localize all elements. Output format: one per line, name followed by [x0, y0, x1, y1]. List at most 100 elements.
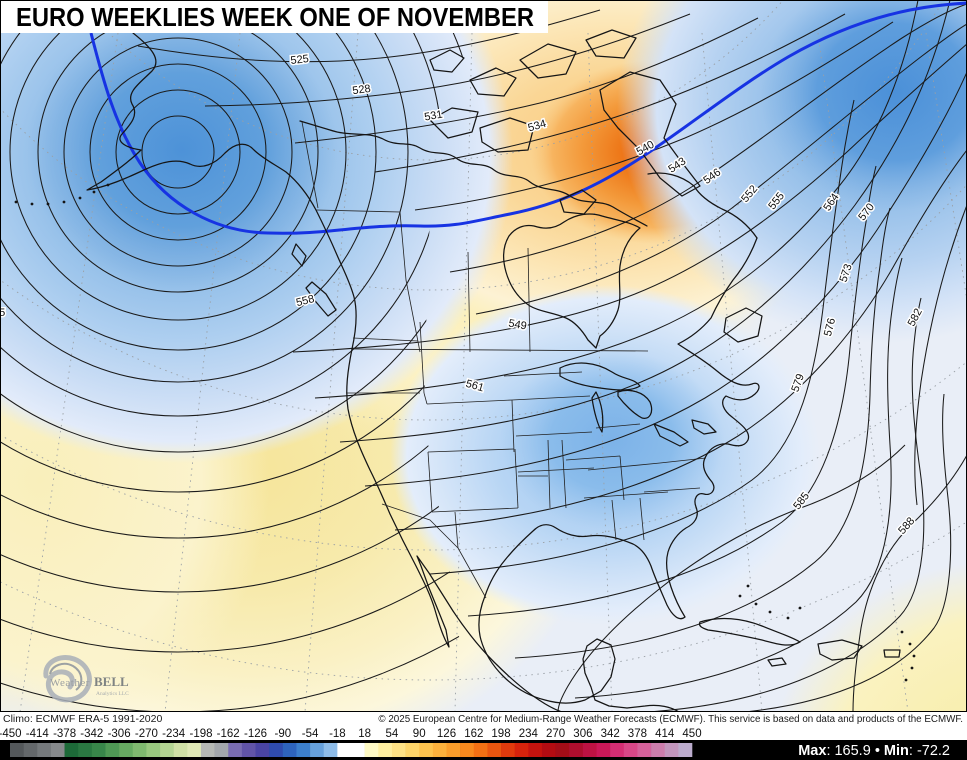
- colorbar-cell: [337, 743, 352, 757]
- colorbar-tick: 198: [491, 728, 510, 740]
- colorbar-cell: [296, 743, 311, 757]
- colorbar-cell: [228, 743, 243, 757]
- logo-word-bell: BELL: [94, 674, 129, 689]
- colorbar-cell: [200, 743, 215, 757]
- colorbar-tick: 126: [437, 728, 456, 740]
- colorbar-cell: [569, 743, 584, 757]
- contour-576: [653, 297, 925, 711]
- anomaly-blob-caribbean: [778, 562, 966, 711]
- colorbar-cell: [446, 743, 461, 757]
- colorbar-cell: [64, 743, 79, 757]
- contour-588: [852, 455, 966, 711]
- weatherbell-logo: Weather BELL Analytics LLC: [43, 655, 129, 703]
- colorbar-cell: [214, 743, 229, 757]
- colorbar-cell: [119, 743, 134, 757]
- anomaly-blob-eastCore: [500, 350, 724, 530]
- contour-582: [914, 206, 966, 506]
- colorbar-cell: [105, 743, 120, 757]
- coast-arctic-north: [299, 120, 648, 227]
- colorbar-tick: -342: [80, 728, 103, 740]
- colorbar-tick: -90: [274, 728, 291, 740]
- pacific-islands: [291, 243, 337, 317]
- logo-swirl-inner-icon: [49, 662, 83, 691]
- contour-531: [294, 17, 759, 144]
- colorbar-cell: [364, 743, 379, 757]
- hudson-bay: [502, 213, 641, 349]
- contour-561: [394, 150, 966, 531]
- colorbar-cell: [610, 743, 625, 757]
- colorbar-cell: [651, 743, 666, 757]
- footer-strip: [0, 712, 967, 740]
- max-value: : 165.9: [826, 743, 874, 759]
- colorbar-cell: [419, 743, 434, 757]
- colorbar-cell: [678, 743, 693, 757]
- colorbar-tick: -54: [302, 728, 319, 740]
- colorbar-cell: [541, 743, 556, 757]
- colorbar-cell: [473, 743, 488, 757]
- colorbar-cell: [187, 743, 202, 757]
- logo-swirl-icon: [43, 655, 92, 703]
- contour-540-highlight: [89, 1, 966, 235]
- contour-579: [748, 393, 952, 711]
- colorbar-cell: [50, 743, 65, 757]
- colorbar-tick: 54: [386, 728, 399, 740]
- coast-west-mainland: [86, 32, 562, 711]
- colorbar-cell: [487, 743, 502, 757]
- contour-546: [475, 23, 966, 315]
- colorbar-tick: 270: [546, 728, 565, 740]
- colorbar-tick: -126: [244, 728, 267, 740]
- colorbar-tick: -414: [26, 728, 50, 740]
- page-title: EURO WEEKLIES WEEK ONE OF NOVEMBER: [16, 4, 534, 32]
- colorbar-cell: [10, 743, 24, 757]
- colorbar-cell: [91, 743, 106, 757]
- contour-label-531: 531: [423, 109, 443, 124]
- contour-567: [467, 165, 877, 617]
- colorbar-tick-labels: -450 -414 -378 -342 -306 -270 -234 -198 -162 -126…: [0, 728, 702, 740]
- climo-text: Climo: ECMWF ERA-5 1991-2020: [3, 713, 162, 725]
- colorbar-cell: [596, 743, 611, 757]
- contour-label-525: 525: [290, 53, 310, 67]
- min-value: : -72.2: [909, 743, 950, 759]
- colorbar-cell: [623, 743, 638, 757]
- colorbar-cell: [460, 743, 475, 757]
- colorbar-tick: -18: [329, 728, 346, 740]
- max-label: Max: [798, 743, 826, 759]
- colorbar-cell: [555, 743, 570, 757]
- contour-label-555: 555: [0, 307, 5, 319]
- colorbar-cell: [23, 743, 38, 757]
- colorbar: [10, 743, 693, 757]
- contour-528: [204, 13, 691, 107]
- colorbar-cell: [514, 743, 529, 757]
- colorbar-cell: [391, 743, 406, 757]
- colorbar-cell: [160, 743, 174, 757]
- contour-564: [429, 99, 855, 575]
- colorbar-tick: -198: [189, 728, 212, 740]
- colorbar-cell: [664, 743, 679, 757]
- colorbar-tick: 342: [601, 728, 620, 740]
- 540-line: [89, 1, 966, 235]
- colorbar-cell: [173, 743, 188, 757]
- colorbar-cell: [310, 743, 325, 757]
- colorbar-cell: [528, 743, 543, 757]
- contour-label-549: 549: [507, 318, 527, 333]
- contour-585: [557, 444, 906, 711]
- copyright-text: © 2025 European Centre for Medium-Range …: [378, 714, 963, 725]
- contour-537: [414, 21, 894, 211]
- colorbar-tick: 90: [413, 728, 426, 740]
- contour-558: [364, 72, 966, 487]
- colorbar-tick: 306: [573, 728, 592, 740]
- pacific-contour-rings: [0, 0, 470, 712]
- coast-hudson-strait: [647, 172, 758, 239]
- caribbean-islands: [698, 617, 901, 667]
- anomaly-blob-pacCore: [27, 10, 337, 290]
- contour-573: [574, 257, 903, 699]
- colorbar-cell: [501, 743, 515, 757]
- atlantic-islands: [723, 307, 763, 343]
- colorbar-tick: -234: [162, 728, 186, 740]
- contour-549: [292, 44, 966, 353]
- contour-570: [514, 207, 891, 659]
- latlon-graticule: [1, 1, 966, 711]
- colorbar-tick: -306: [108, 728, 131, 740]
- title-box: [1, 1, 548, 33]
